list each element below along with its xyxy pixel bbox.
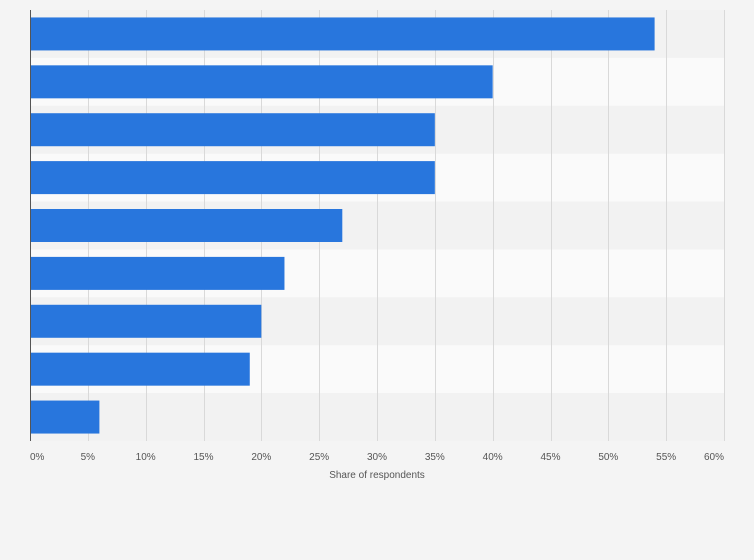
x-tick-label: 5%	[81, 452, 96, 463]
x-tick-label: 40%	[483, 452, 503, 463]
bar	[30, 65, 493, 99]
bar	[30, 209, 343, 242]
x-tick-label: 25%	[309, 452, 329, 463]
bar	[30, 400, 100, 434]
bar-series	[30, 17, 655, 434]
x-tick-label: 0%	[30, 452, 45, 463]
bar	[30, 304, 262, 338]
bar	[30, 256, 285, 290]
x-tick-label: 60%	[704, 452, 724, 463]
x-axis-title: Share of respondents	[329, 470, 425, 481]
x-tick-label: 20%	[251, 452, 271, 463]
x-tick-label: 30%	[367, 452, 387, 463]
x-tick-label: 35%	[425, 452, 445, 463]
x-tick-label: 10%	[136, 452, 156, 463]
bar	[30, 17, 655, 51]
x-tick-label: 50%	[598, 452, 618, 463]
x-axis-tick-labels: 0% 5% 10% 15% 20% 25% 30% 35% 40% 45% 50% 55% 60%	[30, 452, 724, 463]
x-tick-label: 15%	[193, 452, 213, 463]
x-tick-label: 45%	[540, 452, 560, 463]
bar	[30, 161, 435, 195]
bar	[30, 113, 435, 147]
bar	[30, 352, 250, 386]
x-tick-label: 55%	[656, 452, 676, 463]
